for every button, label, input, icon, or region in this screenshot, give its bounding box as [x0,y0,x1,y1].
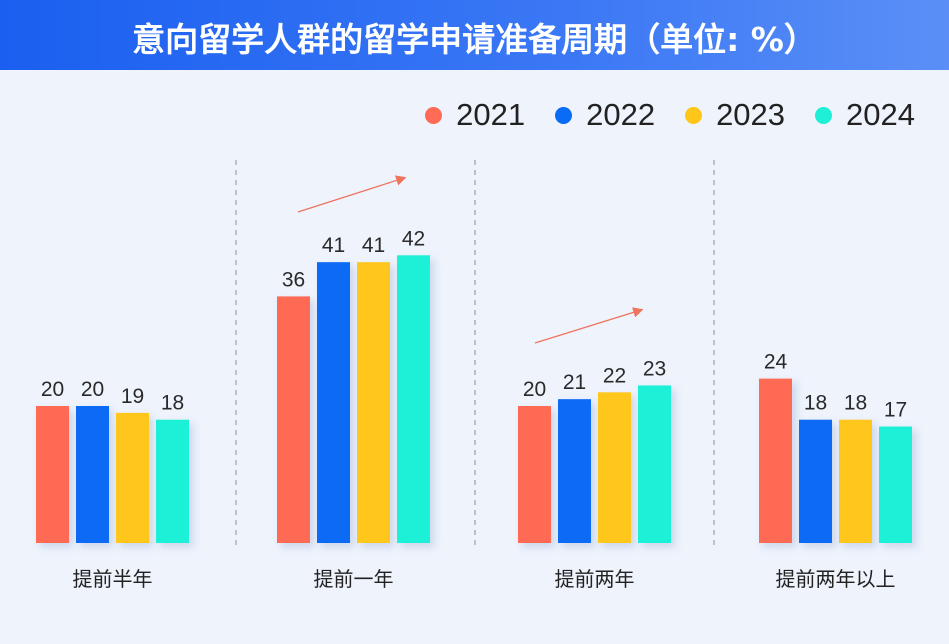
bar-2024-0 [156,419,189,543]
bar-2024-3 [879,426,912,543]
category-label: 提前两年 [555,567,635,591]
legend-item-2023: 2023 [685,97,785,133]
bar-2023-0 [116,412,149,543]
trend-arrow [534,307,644,344]
bar-2021-0 [36,406,69,543]
category-label: 提前一年 [314,567,394,591]
bar-2021-2 [518,406,551,543]
title-banner: 意向留学人群的留学申请准备周期（单位: %） [0,0,949,70]
category-label: 提前两年以上 [776,567,896,591]
trend-arrow [297,175,407,213]
data-label: 19 [121,385,144,408]
legend-label: 2024 [846,97,915,132]
bar-2022-0 [76,406,109,543]
data-label: 18 [844,392,867,415]
legend-item-2024: 2024 [815,97,915,133]
data-label: 23 [643,357,666,380]
bar-2021-3 [759,378,792,543]
legend-label: 2021 [456,97,526,132]
legend-label: 2022 [586,97,656,132]
legend-item-2022: 2022 [555,97,655,133]
data-label: 41 [362,234,385,257]
bar-2021-1 [277,296,310,543]
legend-swatch [815,106,833,124]
data-label: 18 [804,392,827,415]
data-label: 17 [884,399,907,422]
legend: 2021 2022 2023 2024 [425,97,915,133]
category-label: 提前半年 [73,567,153,591]
data-label: 24 [764,351,788,374]
bar-2022-2 [558,399,591,543]
legend-item-2021: 2021 [425,97,525,133]
legend-label: 2023 [716,97,786,132]
bar-2024-1 [397,255,430,544]
bar-2022-1 [317,262,350,543]
bar-2024-2 [638,385,671,543]
bar-2023-2 [598,392,631,543]
data-label: 41 [322,234,345,257]
legend-swatch [685,106,703,124]
data-label: 22 [603,364,626,387]
data-label: 20 [81,378,104,401]
legend-swatch [555,106,573,124]
chart-title: 意向留学人群的留学申请准备周期（单位: %） [132,20,817,59]
data-label: 20 [523,378,546,401]
data-label: 36 [282,268,305,291]
bar-2023-3 [839,419,872,543]
bar-2023-1 [357,262,390,543]
bar-2022-3 [799,419,832,543]
data-label: 21 [563,371,586,394]
data-label: 20 [41,378,64,401]
data-label: 18 [161,392,184,415]
legend-swatch [425,106,443,124]
data-label: 42 [402,227,425,250]
